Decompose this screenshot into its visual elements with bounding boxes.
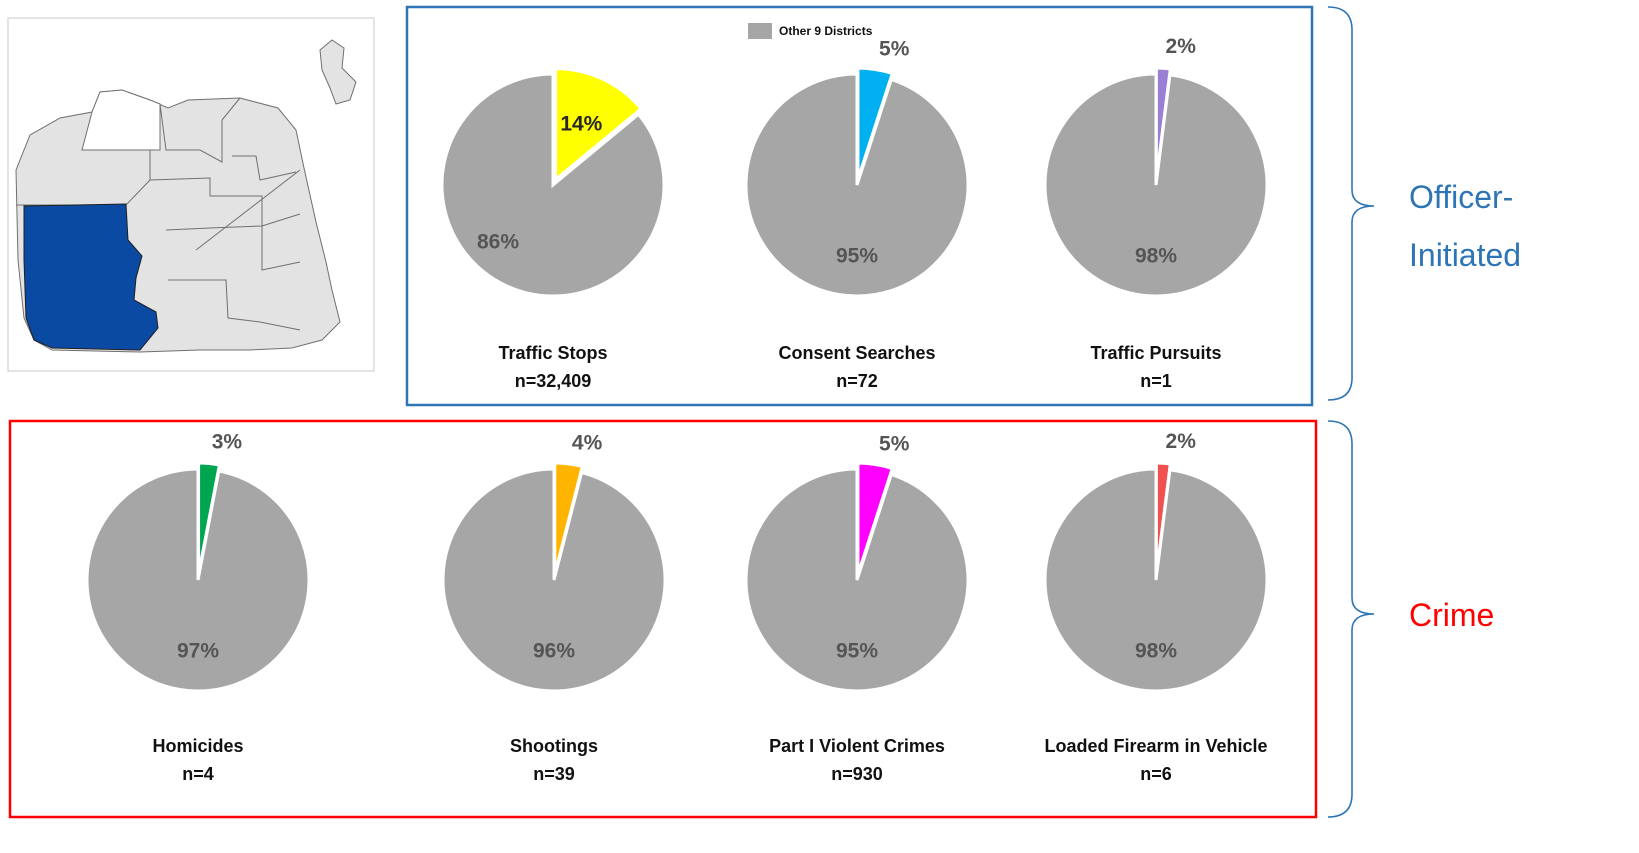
pie-label-other: 98% xyxy=(1135,245,1177,268)
pie-label-highlight: 3% xyxy=(212,431,243,454)
map-highlight-district xyxy=(23,203,159,351)
pie-count: n=1 xyxy=(1140,371,1172,391)
pie-slice-other xyxy=(85,467,311,693)
pie-title: Homicides xyxy=(152,736,243,756)
district-map xyxy=(7,17,375,372)
crime-box xyxy=(8,419,1318,819)
legend-swatch xyxy=(748,23,772,39)
pie-label-highlight: 4% xyxy=(572,432,603,455)
pie-slice-other xyxy=(744,467,970,693)
pie-label-other: 97% xyxy=(177,640,219,663)
pie-chart-4: 3% 97% Homicides n=4 xyxy=(85,431,311,784)
pie-label-highlight: 2% xyxy=(1166,430,1197,453)
pie-label-other: 95% xyxy=(836,640,878,663)
pie-charts: 14% 86% Traffic Stops n=32,409 5% 95% Consent … xyxy=(85,35,1269,784)
pie-slice-other xyxy=(1043,72,1269,298)
pie-title: Traffic Stops xyxy=(498,343,607,363)
pie-count: n=930 xyxy=(831,764,883,784)
crime-label: Crime xyxy=(1409,597,1494,633)
pie-chart-2: 5% 95% Consent Searches n=72 xyxy=(744,38,970,391)
pie-slice-other xyxy=(1043,467,1269,693)
pie-count: n=4 xyxy=(182,764,214,784)
pie-count: n=72 xyxy=(836,371,878,391)
pie-label-highlight: 2% xyxy=(1166,35,1197,58)
officer-initiated-box xyxy=(405,5,1314,407)
pie-label-highlight: 5% xyxy=(879,38,910,61)
pie-label-other: 86% xyxy=(477,231,519,254)
pie-label-other: 95% xyxy=(836,245,878,268)
map-treasure-island xyxy=(319,39,357,105)
pie-title: Shootings xyxy=(510,736,598,756)
officer-label-line1: Officer- xyxy=(1409,179,1513,215)
legend-label: Other 9 Districts xyxy=(779,24,873,38)
pie-chart-1: 14% 86% Traffic Stops n=32,409 xyxy=(440,67,666,391)
pie-slice-other xyxy=(440,72,666,298)
pie-title: Part I Violent Crimes xyxy=(769,736,945,756)
pie-chart-3: 2% 98% Traffic Pursuits n=1 xyxy=(1043,35,1269,391)
pie-label-highlight: 14% xyxy=(560,112,602,135)
pie-count: n=32,409 xyxy=(515,371,592,391)
pie-slice-other xyxy=(744,72,970,298)
pie-title: Loaded Firearm in Vehicle xyxy=(1044,736,1267,756)
pie-count: n=6 xyxy=(1140,764,1172,784)
pie-label-highlight: 5% xyxy=(879,433,910,456)
pie-title: Consent Searches xyxy=(778,343,935,363)
pie-chart-5: 4% 96% Shootings n=39 xyxy=(441,432,667,784)
officer-brace xyxy=(1327,6,1375,401)
crime-brace xyxy=(1327,420,1375,818)
pie-count: n=39 xyxy=(533,764,575,784)
pie-label-other: 98% xyxy=(1135,640,1177,663)
map-presidio xyxy=(81,89,161,151)
pie-chart-6: 5% 95% Part I Violent Crimes n=930 xyxy=(744,433,970,784)
pie-title: Traffic Pursuits xyxy=(1090,343,1221,363)
legend: Other 9 Districts xyxy=(748,23,873,39)
pie-label-other: 96% xyxy=(533,640,575,663)
map-district-boundaries xyxy=(16,97,301,331)
pie-chart-7: 2% 98% Loaded Firearm in Vehicle n=6 xyxy=(1043,430,1269,784)
pie-slice-other xyxy=(441,467,667,693)
pie-slice-highlight xyxy=(554,67,644,183)
officer-label-line2: Initiated xyxy=(1409,237,1521,273)
